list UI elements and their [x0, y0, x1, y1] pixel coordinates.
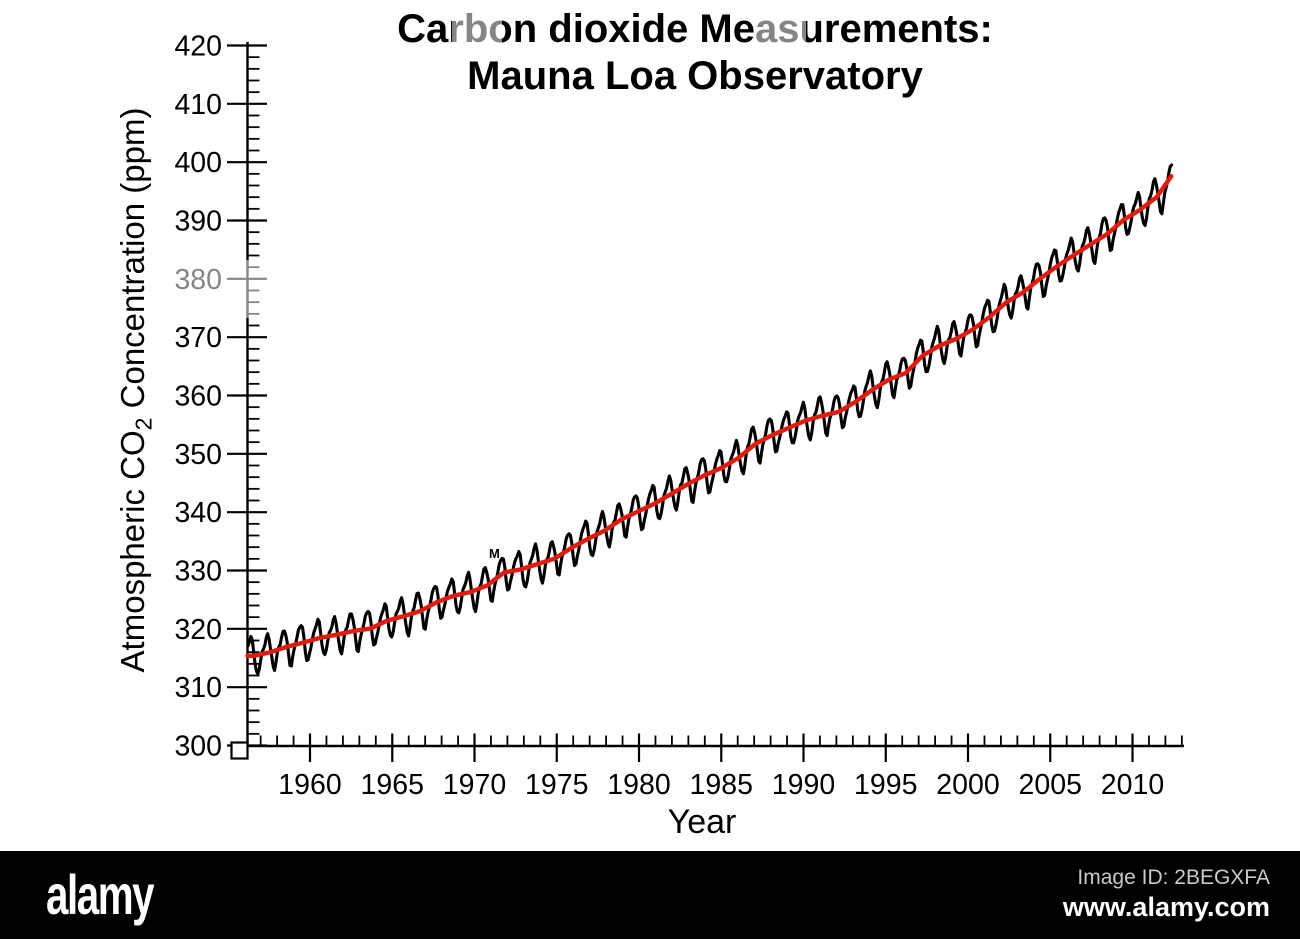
y-axis-title-units: Concentration (ppm) [114, 107, 151, 418]
co2-monthly-line [246, 163, 1174, 676]
co2-trend-line [245, 174, 1174, 659]
y-tick-label: 420 [174, 31, 222, 63]
image-id-text: Image ID: 2BEGXFA [1077, 866, 1270, 889]
y-tick-label: 310 [174, 672, 222, 704]
chart-title-line1: Carbon dioxide Measurements: [397, 7, 993, 51]
x-tick-label: 1975 [525, 769, 588, 801]
x-tick-label: 1960 [278, 769, 341, 801]
y-axis-title-subscript: 2 [130, 417, 157, 431]
chart-title-line2: Mauna Loa Observatory [467, 54, 923, 98]
alamy-url-text: www.alamy.com [1062, 892, 1270, 922]
origin-square-marker [230, 741, 249, 760]
y-tick-label: 400 [174, 147, 222, 179]
y-tick-label: 300 [174, 731, 222, 763]
y-axis-title-text: Atmospheric CO [114, 430, 151, 673]
watermark-remnant-mark: M [489, 546, 500, 561]
x-tick-label: 1970 [443, 769, 506, 801]
y-tick-label: 380 [174, 264, 222, 296]
y-tick-label: 330 [174, 556, 222, 588]
x-tick-label: 2010 [1101, 769, 1164, 801]
co2-chart: 300 310 320 330 340 350 360 370 380 390 400 410 420 1… [174, 31, 1184, 801]
y-tick-label: 410 [174, 89, 222, 121]
x-tick-label: 1965 [361, 769, 424, 801]
y-axis-title: Atmospheric CO2 Concentration (ppm) [114, 107, 157, 673]
y-tick-label: 390 [174, 206, 222, 238]
x-tick-label: 1995 [854, 769, 917, 801]
x-axis-title: Year [667, 803, 737, 841]
y-tick-label: 340 [174, 497, 222, 529]
chart-title: Carbon dioxide Measurements: Mauna Loa O… [397, 6, 993, 100]
x-tick-label: 2005 [1019, 769, 1082, 801]
y-tick-label: 350 [174, 439, 222, 471]
alamy-logo: alamy [46, 863, 155, 926]
x-tick-label: 1980 [607, 769, 670, 801]
x-tick-label: 1985 [690, 769, 753, 801]
alamy-footer-bar: alamy Image ID: 2BEGXFA www.alamy.com [0, 851, 1300, 939]
y-tick-label: 360 [174, 381, 222, 413]
x-tick-label: 1990 [772, 769, 835, 801]
footer-credits: Image ID: 2BEGXFA www.alamy.com [1063, 865, 1270, 923]
x-tick-label: 2000 [936, 769, 999, 801]
y-tick-label: 370 [174, 322, 222, 354]
y-tick-label: 320 [174, 614, 222, 646]
